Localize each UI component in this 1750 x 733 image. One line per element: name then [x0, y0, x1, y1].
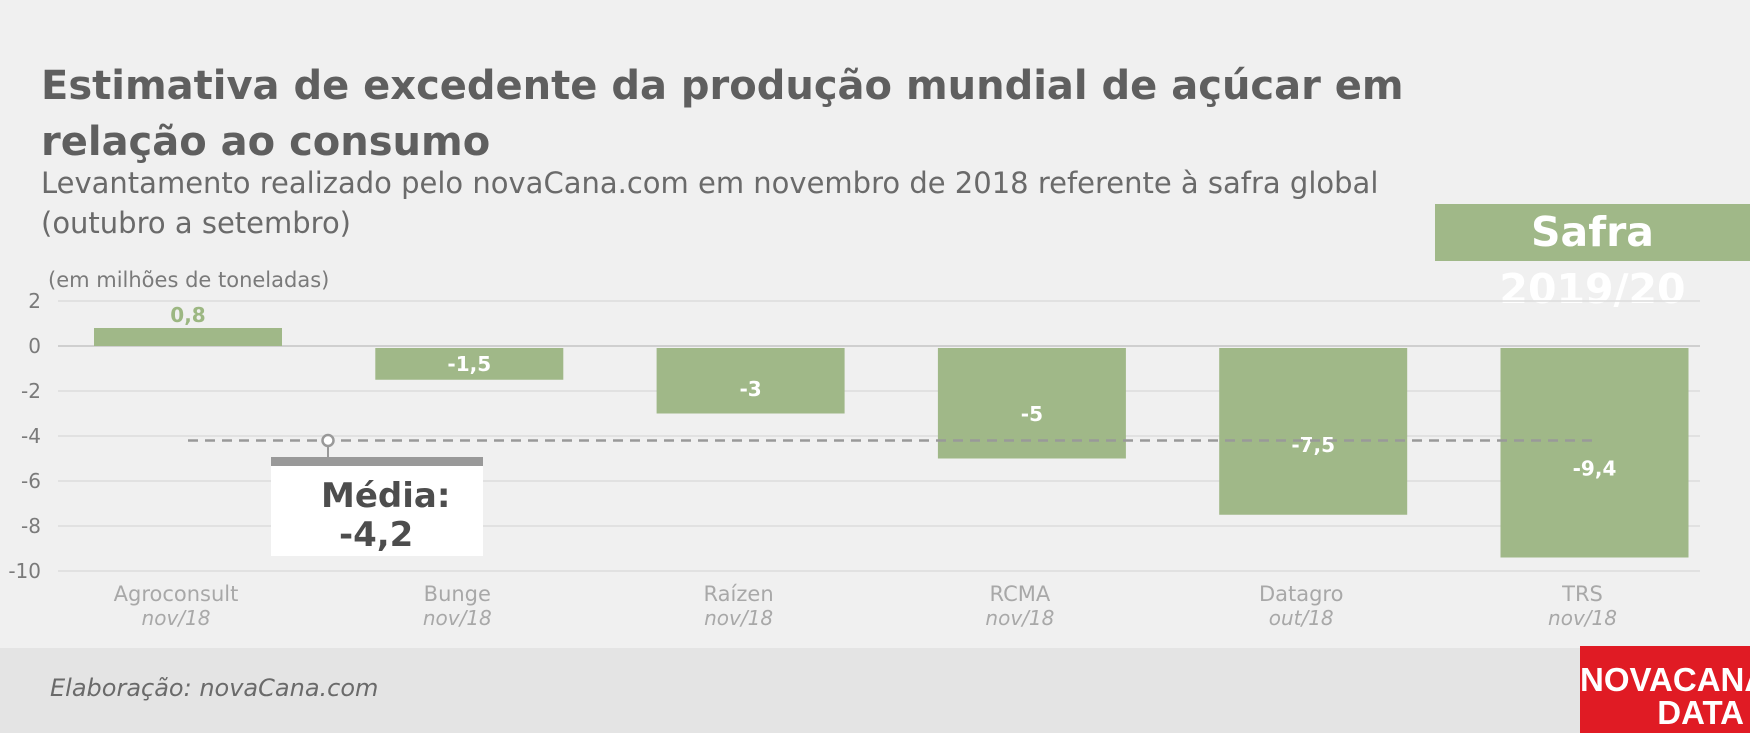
data-label: -1,5	[447, 352, 491, 376]
data-label: 0,8	[170, 303, 205, 327]
data-label: -7,5	[1291, 433, 1335, 457]
average-marker	[321, 433, 335, 448]
category-date: nov/18	[142, 606, 211, 630]
y-tick-label: 2	[28, 289, 41, 313]
data-label: -9,4	[1573, 456, 1617, 480]
y-tick-label: -10	[8, 559, 41, 583]
average-callout: Média: -4,2	[271, 457, 483, 556]
season-badge: Safra 2019/20	[1435, 204, 1750, 313]
average-value: -4,2	[339, 515, 414, 555]
y-tick-label: -8	[21, 514, 41, 538]
bar	[656, 348, 845, 414]
category-label: Agroconsult	[114, 582, 239, 606]
bar	[1500, 348, 1689, 558]
bar	[94, 328, 282, 346]
chart-subtitle: Levantamento realizado pelo novaCana.com…	[41, 166, 1379, 240]
category-date: nov/18	[1548, 606, 1617, 630]
bar-chart: 20-2-4-6-8-100,8Agroconsultnov/18-1,5Bun…	[8, 289, 1700, 630]
data-label: -5	[1021, 402, 1043, 426]
category-date: nov/18	[704, 606, 773, 630]
category-label: RCMA	[990, 582, 1051, 606]
category-label: Bunge	[424, 582, 491, 606]
average-label: Média:	[321, 476, 451, 516]
y-tick-label: -4	[21, 424, 41, 448]
novacana-data-logo: NOVACANA DATA	[1580, 646, 1750, 733]
category-label: TRS	[1561, 582, 1603, 606]
category-date: out/18	[1269, 606, 1334, 630]
category-date: nov/18	[985, 606, 1054, 630]
chart-title: Estimativa de excedente da produção mund…	[41, 63, 1404, 165]
units-label: (em milhões de toneladas)	[48, 268, 330, 292]
source-credit: Elaboração: novaCana.com	[50, 674, 379, 702]
category-label: Raízen	[704, 582, 774, 606]
y-tick-label: 0	[28, 334, 41, 358]
bar	[1219, 348, 1408, 515]
y-tick-label: -2	[21, 379, 41, 403]
footer-bar	[0, 648, 1750, 733]
data-label: -3	[739, 377, 761, 401]
y-tick-label: -6	[21, 469, 41, 493]
category-date: nov/18	[423, 606, 492, 630]
bar	[375, 348, 564, 380]
category-label: Datagro	[1259, 582, 1344, 606]
